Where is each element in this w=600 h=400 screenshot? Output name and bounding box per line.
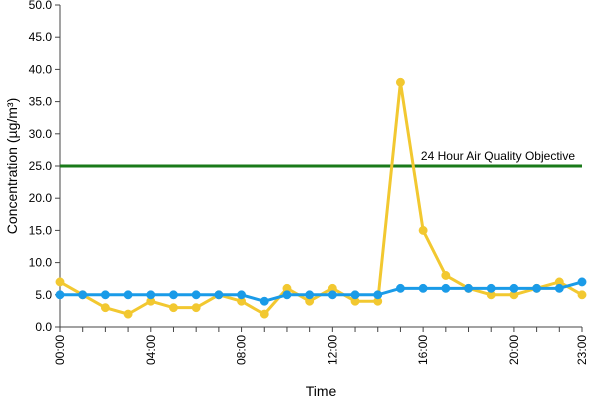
data-point	[55, 277, 65, 287]
data-point	[577, 277, 587, 287]
y-tick-label: 10.0	[29, 256, 53, 270]
x-tick-label: 00:00	[53, 335, 67, 365]
x-tick-label: 12:00	[325, 335, 339, 365]
data-point	[259, 309, 269, 319]
data-point	[191, 290, 201, 300]
data-point	[55, 290, 65, 300]
data-point	[123, 290, 133, 300]
data-point	[100, 290, 110, 300]
data-point	[282, 290, 292, 300]
x-axis-title: Time	[306, 383, 337, 399]
series-2	[55, 277, 587, 306]
y-tick-label: 45.0	[29, 30, 53, 44]
series-line	[60, 280, 583, 303]
data-point	[509, 283, 519, 293]
y-tick-label: 30.0	[29, 127, 53, 141]
data-point	[169, 303, 178, 313]
reference-line-label: 24 Hour Air Quality Objective	[421, 149, 575, 163]
series-1	[55, 77, 587, 319]
x-tick-label: 08:00	[235, 335, 249, 365]
data-point	[395, 77, 405, 87]
y-tick-label: 35.0	[29, 95, 53, 109]
series-group	[55, 77, 587, 319]
x-tick-label: 23:00	[575, 335, 589, 365]
y-tick-label: 5.0	[35, 288, 52, 302]
data-point	[532, 283, 542, 293]
data-point	[146, 290, 156, 300]
data-point	[123, 309, 133, 319]
data-point	[259, 296, 269, 306]
y-tick-label: 20.0	[29, 191, 53, 205]
data-point	[418, 283, 428, 293]
data-point	[577, 290, 587, 300]
y-tick-label: 25.0	[29, 159, 53, 173]
reference-line-group: 24 Hour Air Quality Objective	[60, 149, 582, 168]
data-point	[554, 283, 564, 293]
data-point	[169, 290, 178, 300]
x-tick-label: 16:00	[416, 335, 430, 365]
data-point	[464, 283, 473, 293]
y-tick-label: 40.0	[29, 62, 53, 76]
x-tick-label: 04:00	[144, 335, 158, 365]
data-point	[237, 290, 247, 300]
data-point	[418, 225, 428, 235]
data-point	[486, 283, 496, 293]
x-tick-label: 20:00	[507, 335, 521, 365]
data-point	[100, 303, 110, 313]
data-point	[441, 283, 451, 293]
y-tick-label: 0.0	[35, 320, 52, 334]
y-axis-title: Concentration (µg/m³)	[4, 98, 20, 234]
data-point	[305, 290, 315, 300]
data-point	[395, 283, 405, 293]
data-point	[350, 290, 360, 300]
data-point	[441, 271, 451, 280]
data-point	[191, 303, 201, 313]
data-point	[327, 290, 337, 300]
series-line	[59, 80, 583, 316]
data-point	[373, 290, 383, 300]
y-tick-label: 50.0	[29, 0, 53, 12]
axes: 0.0 5.0 10.0 15.0 20.0 25.0 30.0 35.0 40.0 45.0 50…	[29, 0, 589, 365]
y-tick-label: 15.0	[29, 223, 53, 237]
data-point	[78, 290, 88, 300]
data-point	[214, 290, 224, 300]
